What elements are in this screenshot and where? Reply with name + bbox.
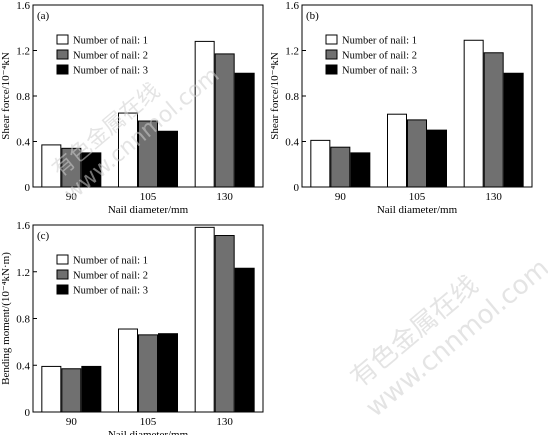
legend-label: Number of nail: 2 (342, 51, 417, 62)
y-axis-label: Bending moment/(10⁻⁴kN·m) (0, 252, 12, 385)
y-tick-label: 0.4 (285, 137, 299, 149)
bar (158, 130, 178, 188)
y-tick-label: 1.6 (16, 220, 30, 232)
y-tick-label: 0.8 (16, 314, 30, 326)
y-tick-label: 0.8 (16, 91, 30, 103)
x-tick-label: 130 (216, 191, 233, 203)
x-axis-label: Nail diameter/mm (108, 429, 189, 435)
bar (81, 365, 102, 413)
y-tick-label: 0.4 (16, 360, 30, 372)
y-axis-label: Shear force/10⁻⁴kN (0, 52, 12, 140)
bar (503, 72, 524, 188)
bar (214, 53, 235, 188)
x-tick-label: 130 (485, 191, 502, 203)
y-tick-label: 0 (25, 182, 31, 194)
bar (138, 334, 158, 413)
x-tick-label: 130 (216, 416, 233, 428)
bar (61, 368, 82, 413)
bar (463, 39, 484, 188)
legend-label: Number of nail: 2 (73, 271, 148, 282)
y-tick-label: 1.2 (285, 46, 299, 58)
bar (214, 235, 235, 413)
legend-swatch (56, 64, 69, 75)
bar (81, 152, 102, 188)
panel-tag: (b) (306, 10, 319, 22)
bar (310, 139, 331, 188)
legend-label: Number of nail: 2 (73, 51, 148, 62)
bar (234, 72, 255, 188)
bar (41, 365, 62, 413)
x-tick-label: 105 (140, 191, 157, 203)
legend-swatch (56, 34, 69, 45)
bar (194, 226, 215, 413)
x-axis-label: Nail diameter/mm (108, 204, 189, 216)
bar (118, 328, 138, 413)
legend-label: Number of nail: 3 (73, 66, 148, 77)
y-tick-label: 1.6 (16, 0, 30, 12)
x-tick-label: 105 (140, 416, 157, 428)
bar (483, 52, 504, 188)
legend-swatch (325, 49, 338, 60)
bar (407, 119, 427, 188)
legend-label: Number of nail: 3 (73, 286, 148, 297)
bar (41, 144, 62, 188)
y-tick-label: 0 (294, 182, 300, 194)
bar (350, 152, 371, 188)
chart-panel: 0 0.4 0.8 1.2 1.6 90 105 130 Nail diameter/mm Ben… (0, 220, 264, 435)
y-tick-label: 1.6 (285, 0, 299, 12)
legend-swatch (56, 269, 69, 280)
legend-swatch (56, 254, 69, 265)
legend-swatch (325, 64, 338, 75)
x-tick-label: 90 (66, 191, 78, 203)
chart-panel: 0 0.4 0.8 1.2 1.6 90 105 130 Nail diameter/mm She… (269, 0, 533, 216)
legend: Number of nail: 1 Number of nail: 2 Number… (56, 34, 148, 77)
bar (61, 147, 82, 188)
panel-tag: (c) (37, 230, 50, 242)
legend-label: Number of nail: 1 (73, 36, 148, 47)
bar (427, 129, 447, 188)
y-tick-label: 0.8 (285, 91, 299, 103)
bar (118, 112, 138, 188)
legend-label: Number of nail: 3 (342, 66, 417, 77)
legend-swatch (56, 284, 69, 295)
legend: Number of nail: 1 Number of nail: 2 Number… (325, 34, 417, 77)
bar (158, 333, 178, 413)
legend-swatch (56, 49, 69, 60)
x-tick-label: 90 (335, 191, 347, 203)
y-tick-label: 0 (25, 407, 31, 419)
y-tick-label: 1.2 (16, 46, 30, 58)
legend-label: Number of nail: 1 (73, 256, 148, 267)
y-tick-label: 0.4 (16, 137, 30, 149)
bar (234, 267, 255, 413)
bar (330, 146, 351, 188)
chart-panel: 0 0.4 0.8 1.2 1.6 90 105 130 Nail diameter/mm She… (0, 0, 264, 216)
bar (194, 40, 215, 188)
x-axis-label: Nail diameter/mm (377, 204, 458, 216)
x-tick-label: 105 (409, 191, 426, 203)
legend: Number of nail: 1 Number of nail: 2 Number… (56, 254, 148, 297)
bar (138, 120, 158, 188)
legend-label: Number of nail: 1 (342, 36, 417, 47)
panel-tag: (a) (37, 10, 50, 22)
legend-swatch (325, 34, 338, 45)
x-tick-label: 90 (66, 416, 78, 428)
y-tick-label: 1.2 (16, 267, 30, 279)
y-axis-label: Shear force/10⁻⁴kN (269, 52, 281, 140)
bar (387, 113, 407, 188)
